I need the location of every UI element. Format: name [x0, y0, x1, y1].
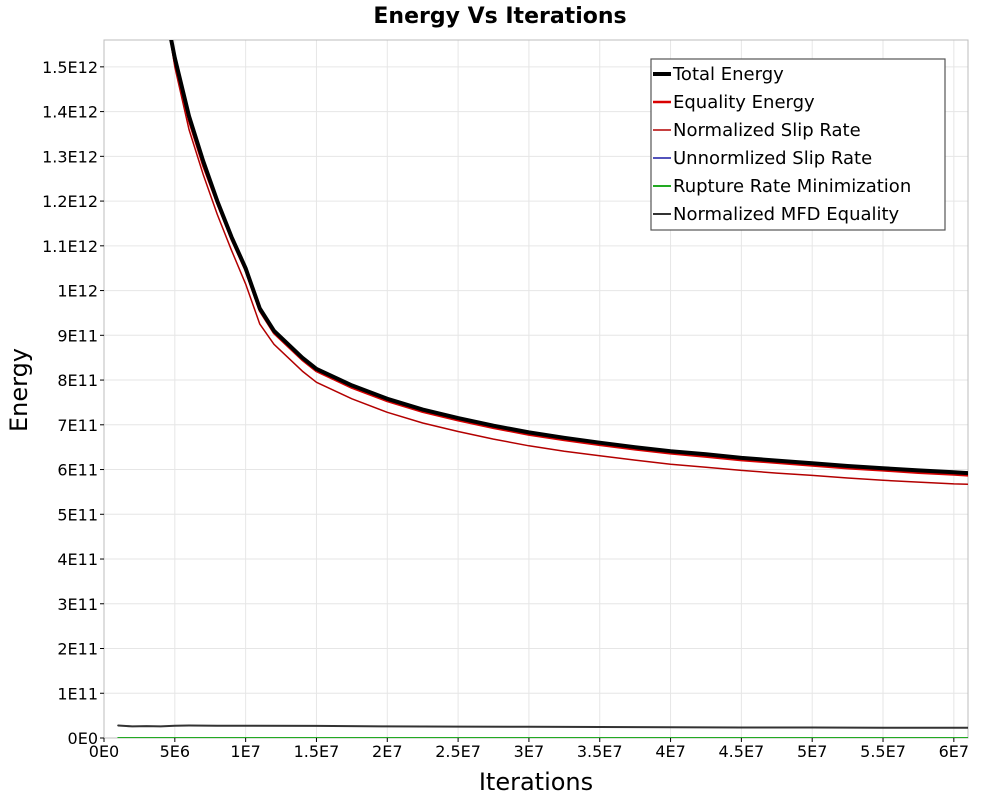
tick-labels: 0E0 5E6 1E7 1.5E7 2E7 2.5E7 3E7 3.5E7 4E7 4.5E7 5E…: [42, 58, 969, 761]
x-tick-label: 1.5E7: [294, 742, 340, 761]
series-line-total-energy: [169, 40, 968, 476]
y-tick-label: 1.4E12: [42, 103, 98, 122]
x-tick-label: 3.5E7: [577, 742, 623, 761]
legend-label-normalized-slip-rate: Normalized Slip Rate: [673, 120, 861, 141]
y-tick-label: 3E11: [57, 595, 98, 614]
x-tick-label: 4.5E7: [719, 742, 765, 761]
series-lines: [117, 40, 968, 738]
y-tick-label: 1E11: [57, 684, 98, 703]
y-tick-label: 9E11: [57, 326, 98, 345]
series-line-normalized-mfd-equality: [117, 724, 968, 729]
y-tick-label: 1.2E12: [42, 192, 98, 211]
x-tick-label: 5E6: [160, 742, 190, 761]
y-axis-title: Energy: [5, 348, 33, 432]
y-tick-label: 1.1E12: [42, 237, 98, 256]
legend-label-total-energy: Total Energy: [672, 64, 784, 85]
x-tick-label: 4E7: [655, 742, 685, 761]
y-tick-label: 4E11: [57, 550, 98, 569]
y-tick-label: 1E12: [57, 282, 98, 301]
x-tick-label: 1E7: [230, 742, 260, 761]
y-tick-label: 5E11: [57, 505, 98, 524]
x-tick-label: 2.5E7: [435, 742, 481, 761]
x-tick-label: 5E7: [797, 742, 827, 761]
y-tick-label: 2E11: [57, 640, 98, 659]
y-tick-label: 1.5E12: [42, 58, 98, 77]
legend: Total Energy Equality Energy Normalized Sl…: [650, 58, 946, 231]
x-tick-label: 0E0: [89, 742, 119, 761]
x-tick-label: 2E7: [372, 742, 402, 761]
x-tick-label: 5.5E7: [860, 742, 906, 761]
legend-box: [650, 58, 946, 231]
y-tick-label: 7E11: [57, 416, 98, 435]
legend-label-normalized-mfd-equality: Normalized MFD Equality: [673, 204, 900, 225]
y-tick-label: 6E11: [57, 461, 98, 480]
legend-label-equality-energy: Equality Energy: [673, 92, 815, 113]
legend-label-rupture-rate-minimization: Rupture Rate Minimization: [673, 176, 911, 197]
series-line-normalized-slip-rate: [169, 40, 968, 486]
x-tick-label: 6E7: [939, 742, 969, 761]
x-axis-title: Iterations: [479, 768, 593, 796]
legend-label-unnormlized-slip-rate: Unnormlized Slip Rate: [673, 148, 872, 169]
y-tick-label: 1.3E12: [42, 147, 98, 166]
y-tick-label: 0E0: [68, 729, 98, 748]
chart-title: Energy Vs Iterations: [373, 4, 626, 29]
y-tick-label: 8E11: [57, 371, 98, 390]
x-tick-label: 3E7: [514, 742, 544, 761]
